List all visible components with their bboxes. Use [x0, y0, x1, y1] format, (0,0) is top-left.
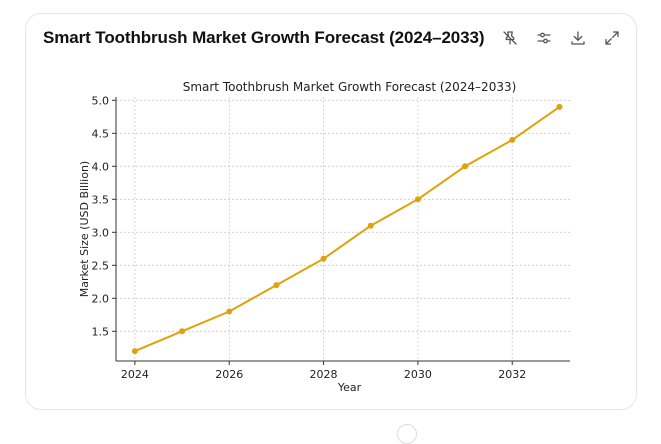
chart-area: Smart Toothbrush Market Growth Forecast …	[50, 63, 583, 394]
data-point	[320, 255, 327, 262]
data-point	[131, 348, 138, 355]
scroll-handle[interactable]	[397, 424, 417, 444]
y-tick-label: 4.0	[92, 160, 110, 173]
line-chart: Smart Toothbrush Market Growth Forecast …	[78, 80, 583, 394]
x-tick-label: 2024	[121, 368, 149, 381]
chart-card: Smart Toothbrush Market Growth Forecast …	[25, 13, 637, 410]
y-tick-label: 5.0	[92, 94, 110, 107]
sliders-icon	[537, 32, 551, 44]
data-point	[509, 136, 516, 143]
chart-title: Smart Toothbrush Market Growth Forecast …	[183, 80, 517, 94]
chart-toolbar	[500, 28, 622, 48]
data-point	[273, 282, 280, 289]
data-point	[179, 328, 186, 335]
data-point	[414, 196, 421, 203]
x-tick-label: 2026	[215, 368, 243, 381]
data-point	[462, 163, 469, 170]
data-point	[226, 308, 233, 315]
data-point	[556, 103, 563, 110]
customize-button[interactable]	[534, 28, 554, 48]
x-tick-label: 2032	[498, 368, 526, 381]
y-tick-label: 2.5	[92, 259, 110, 272]
y-tick-label: 1.5	[92, 325, 110, 338]
y-tick-label: 3.0	[92, 226, 110, 239]
y-tick-label: 3.5	[92, 193, 110, 206]
x-tick-label: 2030	[404, 368, 432, 381]
data-point	[367, 222, 374, 229]
x-axis-label: Year	[337, 381, 362, 393]
download-icon	[571, 31, 585, 45]
expand-icon	[605, 31, 619, 45]
y-tick-label: 2.0	[92, 292, 110, 305]
expand-button[interactable]	[602, 28, 622, 48]
series-line	[134, 106, 560, 353]
x-tick-label: 2028	[310, 368, 338, 381]
y-tick-label: 4.5	[92, 127, 110, 140]
card-title: Smart Toothbrush Market Growth Forecast …	[43, 28, 485, 47]
pin-off-icon	[503, 31, 517, 45]
y-axis-label: Market Size (USD Billion)	[78, 161, 91, 297]
download-button[interactable]	[568, 28, 588, 48]
unpin-button[interactable]	[500, 28, 520, 48]
